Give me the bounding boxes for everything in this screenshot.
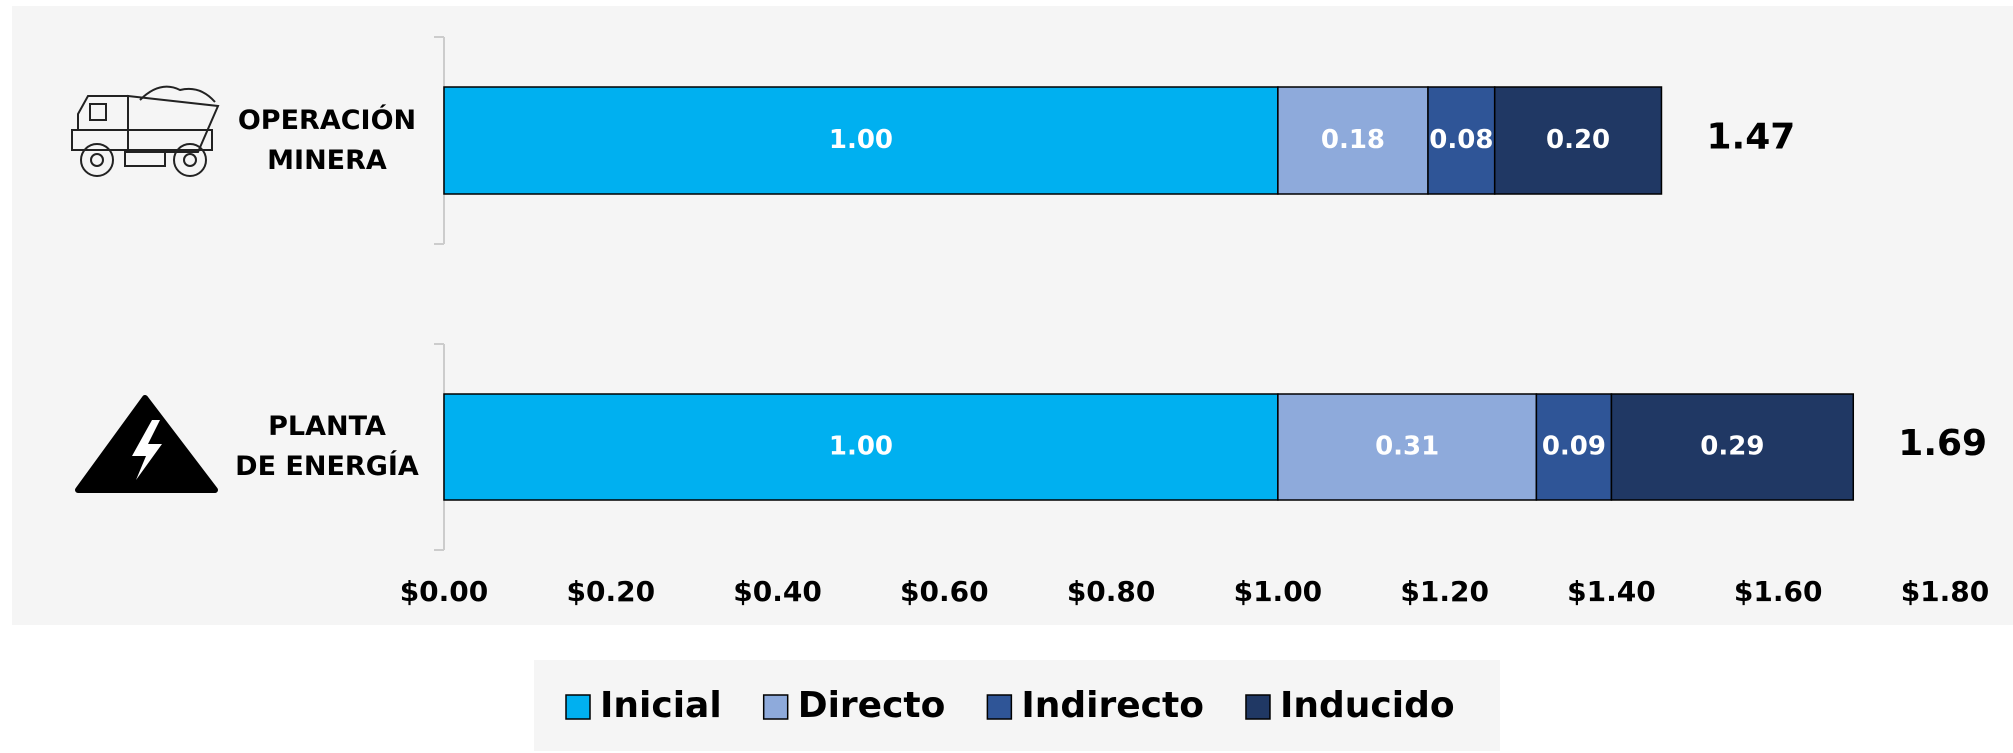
bar-segment xyxy=(1610,393,1855,501)
legend-label: Inducido xyxy=(1280,685,1455,726)
legend-swatch xyxy=(762,694,789,720)
power-icon xyxy=(75,395,218,493)
value-label: 0.29 xyxy=(1700,432,1764,462)
legend-swatch xyxy=(1245,694,1271,720)
x-tick-label: $1.40 xyxy=(1567,575,1656,608)
total-label: 1.69 xyxy=(1898,423,1987,464)
category-label: PLANTA DE ENERGÍA xyxy=(235,411,419,482)
legend-label: Directo xyxy=(798,685,946,726)
category-label: OPERACIÓN MINERA xyxy=(237,104,417,176)
value-label: 0.09 xyxy=(1542,432,1606,462)
x-tick-label: $1.00 xyxy=(1234,575,1323,608)
legend-swatch xyxy=(986,694,1013,720)
truck-icon xyxy=(71,85,220,177)
legend-swatch xyxy=(565,694,591,720)
value-label: 0.18 xyxy=(1321,125,1385,155)
value-label: 1.00 xyxy=(829,432,893,462)
total-label: 1.47 xyxy=(1706,117,1795,158)
x-tick-label: $1.20 xyxy=(1400,575,1489,608)
x-tick-label: $0.00 xyxy=(400,575,489,608)
bar-segment xyxy=(1277,393,1538,501)
bar-segment xyxy=(1493,86,1663,195)
bar-segment xyxy=(443,393,1279,501)
value-label: 0.31 xyxy=(1375,432,1439,462)
legend-label: Inicial xyxy=(600,685,722,726)
x-tick-label: $1.80 xyxy=(1901,575,1990,608)
value-label: 0.20 xyxy=(1546,125,1610,155)
legend-background xyxy=(534,660,1500,751)
x-tick-label: $0.40 xyxy=(733,575,822,608)
legend-label: Indirecto xyxy=(1021,685,1204,726)
x-tick-label: $0.60 xyxy=(900,575,989,608)
bar-segment xyxy=(1535,393,1613,501)
x-tick-label: $1.60 xyxy=(1734,575,1823,608)
x-tick-label: $0.20 xyxy=(566,575,655,608)
bar-segment xyxy=(1427,86,1496,195)
x-tick-label: $0.80 xyxy=(1067,575,1156,608)
value-label: 1.00 xyxy=(829,125,893,155)
bar-segment xyxy=(443,86,1279,195)
value-label: 0.08 xyxy=(1429,125,1493,155)
